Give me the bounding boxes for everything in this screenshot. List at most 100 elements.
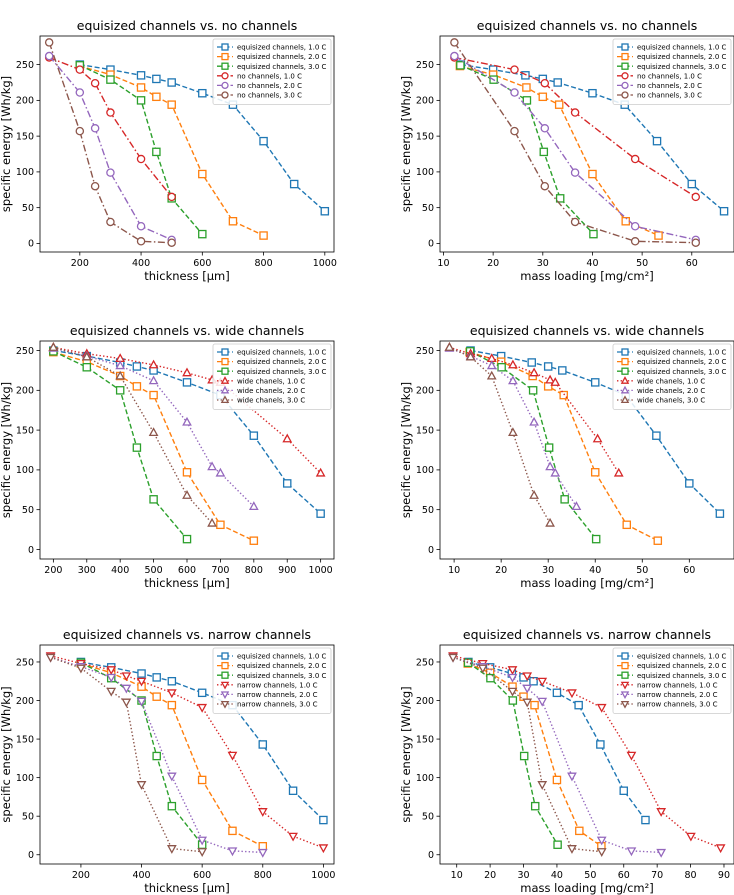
data-point (207, 461, 217, 471)
data-point (486, 370, 497, 380)
x-tick-label: 500 (145, 565, 163, 576)
legend-label: equisized channels, 2.0 C (237, 358, 327, 366)
data-point (570, 217, 580, 227)
data-point (570, 108, 580, 117)
data-point (550, 377, 561, 386)
series-line (79, 63, 326, 212)
legend-entry: equisized channels, 1.0 C (217, 652, 327, 661)
series-3 (75, 61, 207, 239)
y-tick-label: 150 (16, 425, 34, 436)
data-point (529, 367, 539, 377)
data-point (508, 375, 518, 385)
data-point (90, 181, 100, 191)
legend-entry: narrow channels, 2.0 C (617, 691, 718, 700)
data-point (75, 88, 85, 97)
x-tick-label: 50 (636, 565, 648, 576)
x-tick-label: 40 (586, 258, 598, 269)
y-tick-label: 100 (416, 465, 434, 476)
series-line (467, 662, 602, 847)
data-point (152, 751, 161, 761)
data-point (136, 677, 147, 687)
y-tick-label: 150 (16, 734, 34, 745)
data-point (90, 124, 100, 133)
chart-panel-1: equisized channels vs. no channels 200 400… (0, 18, 337, 283)
data-point (571, 501, 582, 511)
data-point (198, 169, 207, 179)
legend-box (612, 38, 732, 105)
y-tick-label: 50 (22, 203, 34, 214)
data-point (588, 88, 597, 98)
legend-entry: equisized channels, 1.0 C (617, 652, 727, 661)
legend-box (212, 343, 332, 410)
y-tick-label: 200 (416, 386, 434, 397)
series-line (449, 346, 551, 524)
data-point (545, 374, 555, 384)
legend-label: equisized channels, 2.0 C (237, 53, 327, 61)
data-point (591, 534, 601, 544)
data-point (456, 61, 465, 70)
y-tick-label: 0 (428, 239, 434, 250)
data-point (136, 237, 146, 246)
series-line (48, 56, 173, 198)
legend-marker (221, 52, 229, 61)
data-point (553, 840, 562, 849)
data-point (652, 136, 662, 146)
x-tick-label: 40 (589, 565, 601, 576)
x-tick-label: 900 (278, 565, 296, 576)
data-point (519, 751, 529, 761)
data-point (152, 74, 161, 84)
y-tick-label: 200 (416, 696, 434, 707)
data-point (641, 815, 650, 825)
legend-entry: narrow channels, 3.0 C (217, 701, 318, 709)
legend-entry: equisized channels, 2.0 C (617, 52, 727, 61)
data-point (106, 666, 117, 675)
data-point (257, 848, 268, 858)
data-point (249, 536, 259, 545)
legend-label: wide chanels, 1.0 C (637, 377, 705, 385)
legend-marker (620, 385, 630, 394)
x-axis-label: thickness [µm] (144, 269, 229, 283)
data-point (167, 676, 177, 686)
data-point (626, 751, 637, 761)
legend-label: equisized channels, 3.0 C (637, 368, 727, 376)
data-point (592, 433, 603, 443)
data-point (537, 677, 548, 687)
series-line (80, 661, 324, 821)
data-point (545, 517, 555, 527)
series-line (53, 351, 255, 542)
legend-box (612, 647, 732, 714)
data-point (654, 231, 663, 240)
legend-entry: narrow channels, 2.0 C (217, 691, 318, 700)
chart-title: equisized channels vs. narrow channels (463, 627, 711, 642)
y-tick-label: 100 (416, 773, 434, 784)
data-point (596, 836, 607, 846)
x-tick-label: 10 (451, 870, 463, 881)
data-point (152, 673, 161, 682)
y-tick-label: 200 (16, 96, 34, 107)
data-point (590, 378, 600, 387)
data-point (719, 206, 729, 216)
data-point (45, 653, 56, 663)
data-point (166, 845, 177, 854)
legend-entry: narrow channels, 3.0 C (617, 701, 718, 709)
series-6 (44, 38, 176, 247)
data-point (619, 786, 629, 795)
legend-marker (621, 661, 629, 670)
data-point (589, 229, 598, 239)
data-point (656, 808, 667, 817)
y-axis-label: specific energy [Wh/kg] (399, 382, 413, 518)
legend-marker (221, 652, 229, 660)
data-point (630, 237, 640, 246)
x-tick-label: 1000 (313, 258, 337, 269)
legend-label: narrow channels, 1.0 C (637, 681, 718, 689)
y-tick-label: 100 (16, 465, 34, 476)
x-tick-label: 60 (686, 258, 698, 269)
y-tick-label: 250 (416, 346, 434, 357)
data-point (198, 88, 207, 98)
data-point (257, 808, 268, 817)
x-tick-label: 50 (584, 870, 596, 881)
data-point (545, 461, 555, 471)
y-tick-label: 0 (428, 850, 434, 861)
data-point (715, 844, 726, 854)
